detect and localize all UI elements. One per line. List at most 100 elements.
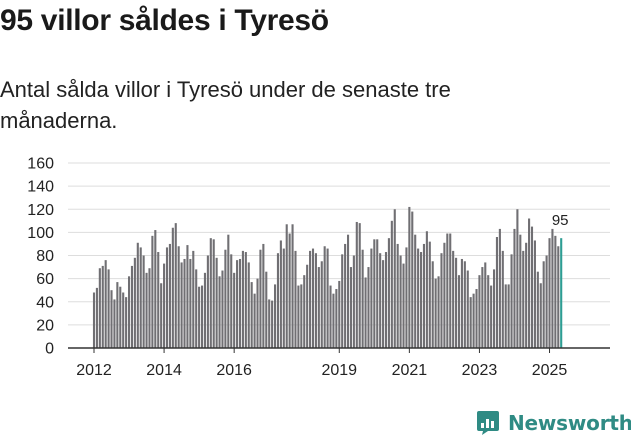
bar: [195, 269, 198, 349]
bar: [317, 267, 320, 348]
bar: [364, 277, 367, 348]
bar: [554, 235, 557, 348]
bar: [262, 243, 265, 348]
bar: [548, 238, 551, 348]
bar: [285, 224, 288, 348]
bar: [533, 240, 536, 348]
bar: [498, 228, 501, 348]
y-tick-label: 120: [27, 202, 54, 219]
bar: [522, 250, 525, 349]
latest-value-label: 95: [552, 212, 569, 229]
bar: [227, 234, 230, 348]
bar: [130, 265, 134, 348]
bar: [221, 270, 224, 348]
bar: [417, 248, 420, 348]
bar: [455, 257, 458, 348]
bar: [384, 252, 388, 348]
bar: [163, 263, 166, 348]
bar: [484, 262, 487, 348]
bar: [510, 254, 513, 348]
bar: [145, 272, 148, 348]
bar: [490, 285, 493, 348]
bar: [276, 253, 280, 348]
bar: [160, 283, 163, 348]
bar: [446, 233, 449, 348]
bar: [192, 250, 195, 349]
bar: [314, 253, 317, 348]
bar: [428, 241, 431, 348]
bar: [224, 249, 227, 348]
bar: [236, 260, 239, 349]
y-tick-label: 20: [36, 317, 54, 334]
chart-title: 95 villor såldes i Tyresö: [0, 4, 329, 37]
bar: [180, 262, 183, 348]
bar: [241, 250, 244, 349]
bar: [487, 275, 490, 348]
bar: [268, 299, 271, 348]
bar: [408, 206, 411, 348]
x-tick-label: 2016: [216, 362, 252, 379]
x-tick-label: 2021: [392, 362, 428, 379]
bar: [282, 248, 285, 348]
y-tick-label: 40: [36, 294, 54, 311]
bar: [247, 262, 250, 348]
bar: [539, 283, 542, 348]
bar: [154, 230, 157, 348]
bar: [478, 275, 481, 348]
bar: [157, 252, 160, 348]
bar: [358, 223, 361, 348]
bar: [306, 264, 309, 348]
bar: [244, 252, 247, 348]
x-tick-label: 2019: [321, 362, 357, 379]
x-tick-label: 2025: [532, 362, 568, 379]
bar: [460, 258, 463, 348]
bar: [101, 265, 104, 348]
bar: [200, 285, 204, 348]
bar: [414, 234, 417, 348]
bar: [481, 267, 484, 348]
bar: [361, 249, 364, 348]
x-tick-label: 2014: [146, 362, 182, 379]
bar: [110, 290, 113, 348]
bar: [92, 292, 96, 348]
bar: [171, 227, 174, 348]
bar: [545, 255, 548, 348]
bar: [279, 240, 282, 348]
bar-chart: 0 20 40 60 80 100 120 140 160 2012 2014 2016 2019 202…: [27, 156, 610, 379]
bar: [203, 272, 207, 348]
bar: [379, 253, 382, 348]
bar: [422, 243, 426, 348]
bar: [513, 228, 516, 348]
bar: [419, 252, 423, 348]
bar: [399, 255, 402, 348]
bar: [183, 258, 186, 348]
bar: [215, 257, 218, 348]
bar: [256, 278, 259, 349]
bar: [530, 226, 534, 348]
bar: [139, 247, 142, 348]
bar: [387, 238, 390, 348]
x-tick-label: 2012: [76, 362, 112, 379]
bar: [352, 255, 355, 348]
bar: [373, 239, 376, 348]
bar: [501, 250, 504, 349]
bar: [297, 285, 300, 348]
newsworthy-logo-icon: [477, 411, 499, 435]
bar: [271, 300, 274, 348]
bar: [320, 261, 323, 348]
bar: [165, 247, 169, 348]
y-tick-label: 80: [36, 248, 54, 265]
bar: [136, 242, 139, 348]
y-tick-label: 160: [27, 156, 54, 173]
bar: [437, 276, 440, 348]
bar: [326, 248, 329, 348]
bar: [536, 271, 539, 348]
bar: [142, 255, 145, 348]
bar: [341, 254, 344, 348]
bar: [309, 250, 312, 349]
bar: [402, 263, 405, 348]
bar: [367, 267, 370, 348]
bar: [233, 272, 236, 348]
bar: [344, 243, 347, 348]
bar: [475, 289, 478, 348]
